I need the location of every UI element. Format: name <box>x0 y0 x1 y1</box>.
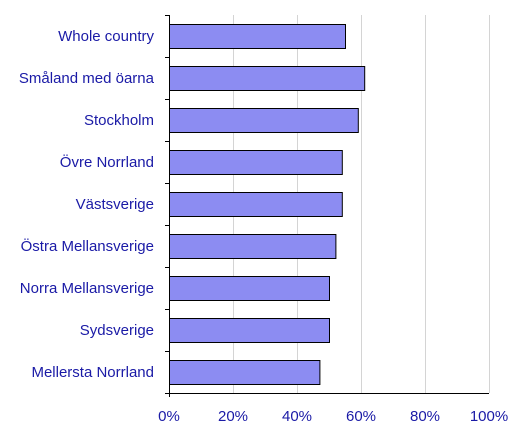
bar-8 <box>169 360 321 385</box>
bar-0 <box>169 24 346 49</box>
x-tick-label-2: 40% <box>282 408 312 425</box>
category-label-8: Mellersta Norrland <box>31 364 154 381</box>
category-labels: Whole country Småland med öarna Stockholm Ö… <box>19 28 155 381</box>
category-label-3: Övre Norrland <box>60 153 154 171</box>
bar-6 <box>169 276 330 301</box>
category-label-1: Småland med öarna <box>19 70 155 87</box>
bar-4 <box>169 192 343 217</box>
bar-2 <box>169 108 359 133</box>
x-tick-label-5: 100% <box>470 408 508 425</box>
bar-7 <box>169 318 330 343</box>
x-tick-label-1: 20% <box>218 408 248 425</box>
bar-1 <box>169 66 366 91</box>
category-label-6: Norra Mellansverige <box>20 280 154 297</box>
category-label-7: Sydsverige <box>80 322 154 339</box>
bar-3 <box>169 150 343 175</box>
axes <box>165 15 489 397</box>
category-label-4: Västsverige <box>76 196 154 213</box>
x-tick-label-4: 80% <box>410 408 440 425</box>
category-label-0: Whole country <box>58 28 154 45</box>
x-tick-label-3: 60% <box>346 408 376 425</box>
category-label-2: Stockholm <box>84 112 154 129</box>
x-tick-label-0: 0% <box>158 408 180 425</box>
category-label-5: Östra Mellansverige <box>21 237 154 255</box>
bars <box>169 24 366 385</box>
x-tick-labels: 0% 20% 40% 60% 80% 100% <box>158 408 508 425</box>
bar-5 <box>169 234 337 259</box>
